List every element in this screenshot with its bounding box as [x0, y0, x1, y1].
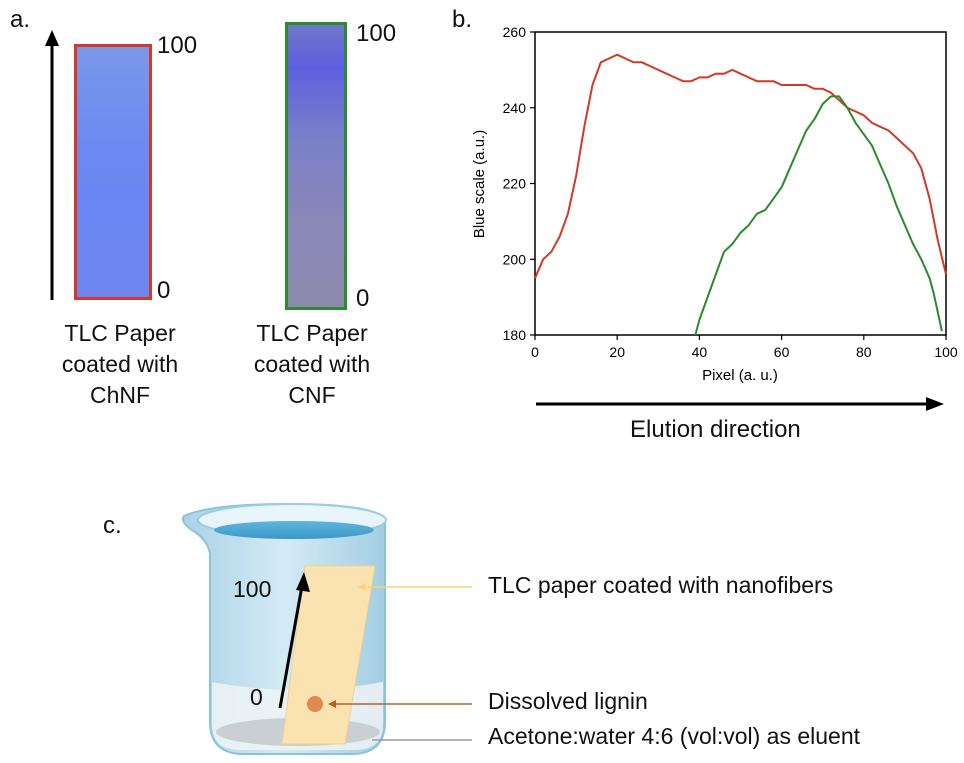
x-tick-label: 40 [692, 344, 708, 360]
x-tick-label: 0 [531, 344, 539, 360]
caption-line: CNF [288, 382, 336, 408]
strip2-bottom-label: 0 [356, 285, 370, 312]
y-tick-label: 240 [503, 100, 527, 116]
x-tick-label: 100 [934, 344, 958, 360]
x-tick-label: 20 [609, 344, 625, 360]
callout-paper-label: TLC paper coated with nanofibers [488, 572, 834, 598]
lignin-spot [307, 696, 323, 712]
y-axis-label: Blue scale (a.u.) [471, 130, 488, 238]
y-tick-label: 180 [503, 327, 527, 343]
elution-arrow-a [45, 30, 59, 300]
elution-direction-label: Elution direction [630, 416, 801, 443]
beaker-illustration [182, 502, 387, 755]
beaker-bottom-label: 0 [250, 684, 263, 710]
blue-scale-chart: 180 200 220 240 260 0 20 40 60 80 100 Pixel (a. u… [471, 24, 958, 384]
panel-a-letter: a. [10, 6, 31, 33]
elution-direction-arrow [536, 397, 944, 411]
x-tick-label: 60 [774, 344, 790, 360]
callout-lignin-label: Dissolved lignin [488, 688, 648, 714]
strip2-caption: TLC Paper coated with CNF [232, 318, 392, 411]
series-line-1 [694, 95, 943, 336]
strip1-caption: TLC Paper coated with ChNF [40, 318, 200, 411]
y-tick-label: 260 [503, 24, 527, 40]
x-axis-label: Pixel (a. u.) [702, 367, 778, 384]
caption-line: coated with [61, 351, 179, 377]
y-tick-label: 200 [503, 251, 527, 267]
callout-eluent-label: Acetone:water 4:6 (vol:vol) as eluent [488, 723, 861, 749]
caption-line: ChNF [89, 382, 151, 408]
tlc-paper-strip [281, 565, 376, 745]
caption-line: TLC Paper [64, 320, 176, 346]
strip1-bottom-label: 0 [157, 277, 171, 304]
strip2-top-label: 100 [356, 20, 397, 47]
tlc-strip-cnf [285, 22, 347, 310]
water-surface [214, 521, 374, 539]
plot-frame [534, 31, 947, 336]
callout-lines [328, 583, 472, 741]
caption-line: coated with [253, 351, 371, 377]
tlc-strip-chnf [74, 44, 152, 300]
beaker-top-label: 100 [233, 576, 272, 602]
strip1-top-label: 100 [157, 32, 198, 59]
x-tick-label: 80 [856, 344, 872, 360]
panel-c-letter: c. [103, 512, 122, 539]
y-tick-label: 220 [503, 176, 527, 192]
panel-b-letter: b. [452, 6, 473, 33]
series-line-0 [534, 53, 947, 279]
caption-line: TLC Paper [256, 320, 368, 346]
